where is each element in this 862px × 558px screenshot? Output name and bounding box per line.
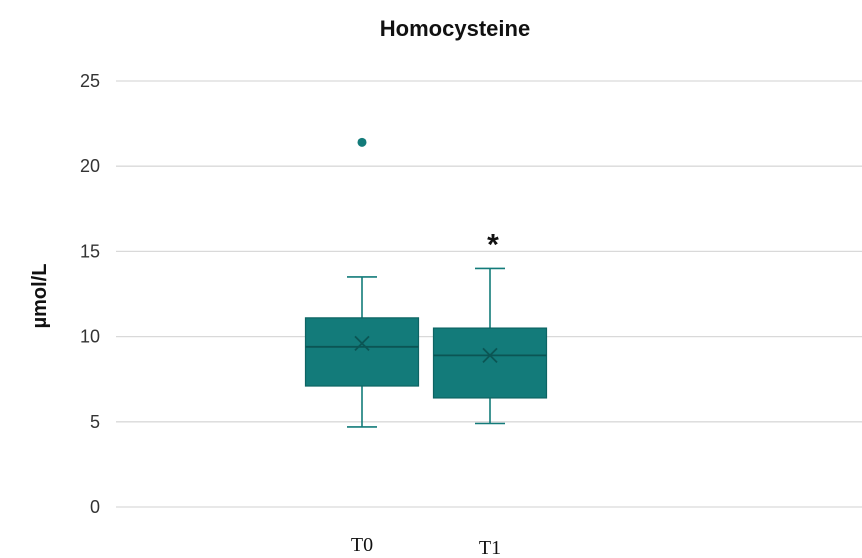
y-tick-label: 0 [90,497,100,517]
y-tick-label: 20 [80,156,100,176]
y-tick-label: 15 [80,241,100,261]
iqr-box [432,327,548,399]
y-tick-label: 5 [90,412,100,432]
iqr-box [304,317,420,387]
plot-area: * [304,137,548,428]
gridlines [116,80,862,508]
box-T1: * [432,228,548,425]
y-tick-labels: 0 5 10 15 20 25 [80,71,100,517]
y-tick-label: 25 [80,71,100,91]
significance-marker: * [487,228,499,261]
x-category-labels: T0 T1 [351,534,501,558]
x-category-label: T1 [479,537,501,558]
mean-marker [482,347,498,363]
chart-title: Homocysteine [380,16,530,41]
x-category-label: T0 [351,534,373,556]
box-T0 [304,137,420,428]
y-axis-label: µmol/L [29,264,51,329]
outlier-point [357,137,367,147]
y-tick-label: 10 [80,327,100,347]
mean-marker [354,335,370,352]
